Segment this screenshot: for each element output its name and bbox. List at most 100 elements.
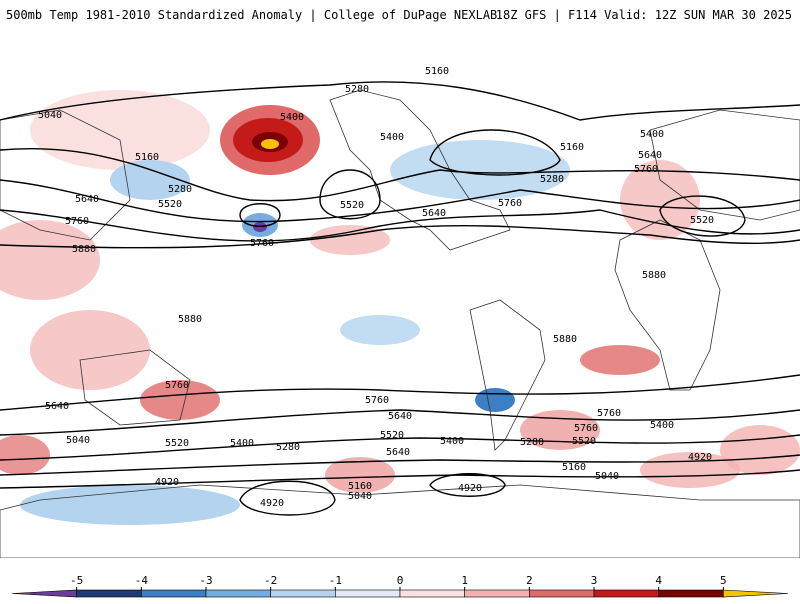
contour-line — [659, 195, 746, 237]
model-run-info: 18Z GFS | F114 Valid: 12Z SUN MAR 30 202… — [495, 8, 792, 22]
contour-line — [0, 374, 800, 411]
contour-line — [0, 409, 800, 436]
anomaly-map: 5160 5280 5400 5040 5160 5280 5520 5640 … — [0, 30, 800, 558]
contour-line — [429, 129, 561, 176]
anomaly-patch — [325, 457, 395, 493]
contour-line — [0, 209, 800, 242]
south-america-outline — [469, 299, 546, 451]
contour-label: 5520 — [165, 438, 189, 449]
anomaly-patch — [30, 310, 150, 390]
colorbar-tick-label: 2 — [526, 574, 533, 587]
anomaly-patch — [340, 315, 420, 345]
contour-label: 5160 — [348, 481, 372, 492]
colorbar-segment — [529, 589, 595, 598]
colorbar-segment — [723, 589, 789, 598]
colorbar-segment — [335, 589, 401, 598]
colorbar-segment — [464, 589, 530, 598]
colorbar-tick-label: 4 — [655, 574, 662, 587]
colorbar-tick-label: 3 — [591, 574, 598, 587]
contour-label: 4920 — [260, 498, 284, 509]
colorbar-tick-label: 0 — [397, 574, 404, 587]
colorbar-tick-label: 1 — [461, 574, 468, 587]
colorbar-ticks: -5 -4 -3 -2 -1 0 1 2 3 4 5 — [70, 574, 727, 590]
colorbar-tick-label: -4 — [135, 574, 149, 587]
contour-label: 5040 — [595, 471, 619, 482]
contour-label: 5520 — [380, 430, 404, 441]
eurasia-outline — [649, 109, 800, 221]
contour-label: 5520 — [572, 436, 596, 447]
contour-label: 5160 — [562, 462, 586, 473]
contour-label: 5280 — [345, 84, 369, 95]
contour-label: 4920 — [458, 483, 482, 494]
contour-label: 5280 — [276, 442, 300, 453]
antarctica-outline — [0, 484, 800, 558]
contour-label: 5280 — [540, 174, 564, 185]
contour-line — [0, 225, 800, 249]
anomaly-patch — [520, 410, 600, 450]
anomaly-patch — [110, 160, 190, 200]
anomaly-patch — [20, 485, 240, 525]
contour-label: 5760 — [634, 164, 658, 175]
contour-label: 5520 — [690, 215, 714, 226]
contour-line — [0, 434, 800, 461]
contour-label: 5280 — [168, 184, 192, 195]
contour-label: 5280 — [520, 437, 544, 448]
colorbar-tick-label: -2 — [264, 574, 277, 587]
contour-line — [239, 203, 281, 227]
map-canvas: 5160 5280 5400 5040 5160 5280 5520 5640 … — [0, 30, 800, 558]
contour-label: 5760 — [250, 238, 274, 249]
contour-label: 5760 — [165, 380, 189, 391]
contour-label: 5160 — [135, 152, 159, 163]
colorbar-segment — [141, 589, 207, 598]
contour-label: 5760 — [365, 395, 389, 406]
colorbar-segment — [205, 589, 271, 598]
map-title: 500mb Temp 1981-2010 Standardized Anomal… — [6, 8, 498, 22]
contour-label: 5400 — [640, 129, 664, 140]
colorbar-canvas: -5 -4 -3 -2 -1 0 1 2 3 4 5 — [11, 574, 789, 598]
contour-label: 5160 — [425, 66, 449, 77]
contour-label: 5760 — [597, 408, 621, 419]
contour-label: 5040 — [348, 491, 372, 502]
colorbar-tick-label: -3 — [199, 574, 212, 587]
contour-label: 5880 — [642, 270, 666, 281]
contour-label: 5040 — [66, 435, 90, 446]
anomaly-patch — [253, 222, 267, 232]
colorbar-segment — [76, 589, 142, 598]
contour-labels: 5160 5280 5400 5040 5160 5280 5520 5640 … — [38, 66, 714, 509]
contour-line — [0, 179, 800, 223]
anomaly-patch — [30, 90, 210, 170]
contour-label: 5760 — [498, 198, 522, 209]
contour-label: 4920 — [688, 452, 712, 463]
contour-line — [0, 454, 800, 476]
contour-label: 5520 — [158, 199, 182, 210]
contour-label: 5640 — [75, 194, 99, 205]
contour-line — [319, 169, 381, 220]
contour-label: 5880 — [553, 334, 577, 345]
contour-label: 5760 — [574, 423, 598, 434]
contour-label: 5880 — [72, 244, 96, 255]
australia-outline — [79, 349, 191, 426]
contour-label: 5640 — [386, 447, 410, 458]
contour-label: 5160 — [560, 142, 584, 153]
contour-label: 5760 — [65, 216, 89, 227]
anomaly-patch — [140, 380, 220, 420]
height-contours — [0, 81, 800, 516]
contour-label: 5400 — [230, 438, 254, 449]
contour-line — [239, 480, 336, 516]
contour-label: 4920 — [155, 477, 179, 488]
contour-label: 5640 — [422, 208, 446, 219]
contour-line — [429, 473, 506, 497]
anomaly-patch — [580, 345, 660, 375]
colorbar: -5 -4 -3 -2 -1 0 1 2 3 4 5 — [0, 568, 800, 600]
anomaly-patch — [390, 140, 570, 200]
contour-label: 5640 — [388, 411, 412, 422]
contour-line — [0, 81, 800, 121]
anomaly-patch — [0, 220, 100, 300]
anomaly-patch — [310, 225, 390, 255]
colorbar-segment — [399, 589, 465, 598]
contour-label: 5640 — [638, 150, 662, 161]
contour-label: 5400 — [380, 132, 404, 143]
colorbar-segment — [593, 589, 659, 598]
contour-label: 5400 — [280, 112, 304, 123]
colorbar-segment — [11, 589, 77, 598]
